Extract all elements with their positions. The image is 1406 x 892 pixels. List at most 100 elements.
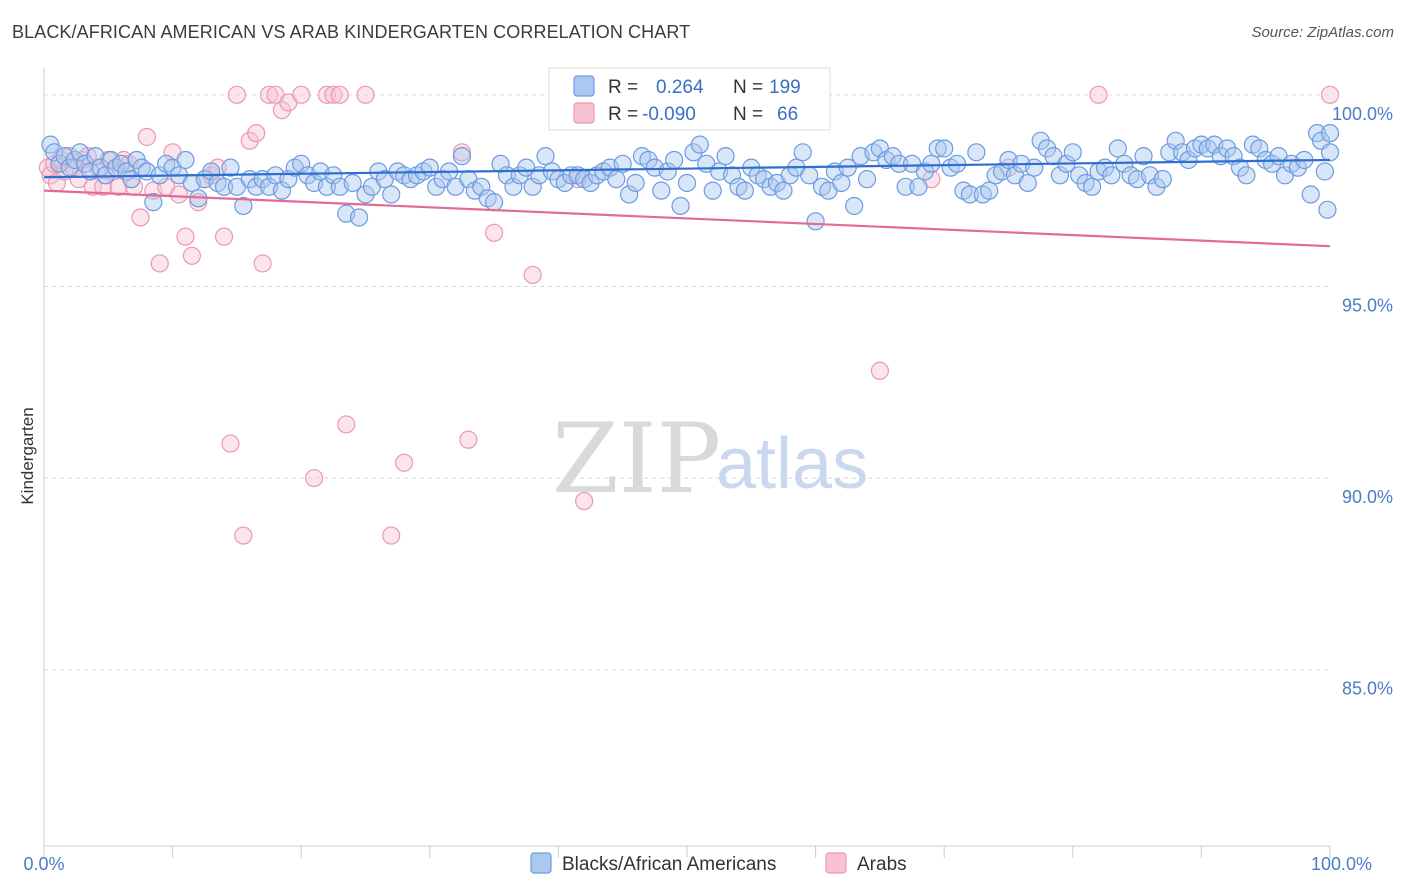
black-point-156 <box>1018 173 1037 193</box>
black-point-101 <box>665 150 684 170</box>
black-point-109 <box>716 147 735 166</box>
black-point-112 <box>735 181 754 200</box>
black-point-107 <box>703 181 722 200</box>
black-point-34 <box>234 196 253 216</box>
arab-point-11 <box>83 177 102 196</box>
x-tick-label-0: 0.0% <box>23 854 64 874</box>
black-point-25 <box>176 150 195 170</box>
arab-point-45 <box>304 468 324 488</box>
y-axis-tick-labels: 100.0% 95.0% 90.0% 85.0% <box>1332 104 1393 699</box>
black-point-74 <box>491 154 510 173</box>
legend-swatch-pink <box>573 102 595 124</box>
black-point-178 <box>1160 143 1179 162</box>
black-point-147 <box>960 185 980 204</box>
arab-point-35 <box>227 85 246 104</box>
black-point-31 <box>214 177 234 196</box>
black-point-161 <box>1050 166 1070 185</box>
legend-n-label-2: N = <box>733 104 763 125</box>
black-point-129 <box>845 196 864 216</box>
black-point-203 <box>1315 162 1334 181</box>
black-point-40 <box>272 181 292 200</box>
y-tick-label-100: 100.0% <box>1332 104 1393 124</box>
arab-point-26 <box>169 185 189 204</box>
black-point-71 <box>472 177 491 196</box>
black-point-93 <box>613 154 632 173</box>
black-point-181 <box>1179 150 1198 170</box>
arab-point-50 <box>356 85 375 104</box>
black-trend-line <box>43 158 1331 179</box>
bottom-legend-arabs: Arabs <box>857 854 907 875</box>
black-point-102 <box>671 196 690 216</box>
trend-lines <box>43 158 1331 248</box>
legend-n-label-1: N = <box>733 77 763 98</box>
legend-n-value-1: 199 <box>769 77 801 98</box>
black-point-95 <box>626 173 645 193</box>
black-point-99 <box>652 181 671 200</box>
arab-points <box>38 85 1340 545</box>
black-point-166 <box>1082 177 1102 196</box>
black-point-81 <box>536 147 555 166</box>
black-point-16 <box>122 170 141 189</box>
watermark: ZIP atlas <box>552 403 868 515</box>
arab-point-44 <box>292 85 311 104</box>
black-point-1 <box>45 143 64 162</box>
black-point-68 <box>452 147 472 166</box>
arab-point-56 <box>523 265 542 285</box>
black-point-57 <box>382 185 401 204</box>
black-point-177 <box>1153 170 1172 189</box>
arab-point-36 <box>234 526 253 545</box>
black-point-20 <box>144 193 163 212</box>
black-point-123 <box>806 212 825 231</box>
arab-point-39 <box>253 254 272 273</box>
arab-point-58 <box>575 491 594 511</box>
black-point-136 <box>890 154 909 173</box>
arab-point-47 <box>324 85 343 104</box>
y-axis-label: Kindergarten <box>18 407 37 504</box>
black-point-137 <box>896 177 915 196</box>
black-point-169 <box>1102 166 1121 185</box>
black-point-139 <box>909 177 928 196</box>
bottom-legend-swatch-blue <box>530 852 552 874</box>
black-point-94 <box>620 185 639 204</box>
y-tick-label-85: 85.0% <box>1342 679 1393 699</box>
legend-r-label-2: R = <box>608 104 638 125</box>
arab-point-13 <box>94 177 113 196</box>
black-point-205 <box>1320 124 1340 143</box>
black-point-51 <box>343 173 362 193</box>
arab-trend-line <box>43 189 1331 248</box>
arab-point-28 <box>182 246 201 265</box>
bottom-legend-swatch-pink <box>825 852 847 874</box>
black-point-92 <box>607 170 626 189</box>
y-tick-label-95: 95.0% <box>1342 295 1393 315</box>
arab-point-23 <box>150 254 169 273</box>
arab-point-49 <box>337 415 356 434</box>
black-point-150 <box>980 181 999 200</box>
x-axis-ticks <box>43 846 1331 858</box>
black-point-100 <box>658 162 677 181</box>
chart-title: BLACK/AFRICAN AMERICAN VS ARAB KINDERGAR… <box>12 22 691 42</box>
arab-point-51 <box>382 526 401 545</box>
watermark-zip: ZIP <box>552 403 721 515</box>
arab-point-21 <box>137 127 156 147</box>
legend-r-value-1: 0.264 <box>656 77 704 98</box>
bottom-legend-blacks: Blacks/African Americans <box>562 854 776 875</box>
arab-point-20 <box>131 208 150 227</box>
black-point-163 <box>1063 143 1082 162</box>
arab-point-33 <box>214 227 234 246</box>
arab-point-27 <box>176 227 195 246</box>
black-point-103 <box>677 173 697 193</box>
black-point-141 <box>922 154 941 173</box>
arab-point-34 <box>221 434 240 453</box>
black-point-179 <box>1166 131 1185 150</box>
arab-point-55 <box>485 223 504 242</box>
arab-point-48 <box>330 85 349 104</box>
black-point-73 <box>485 193 504 212</box>
black-point-143 <box>935 139 954 158</box>
arab-point-64 <box>1089 85 1108 104</box>
arab-point-46 <box>317 85 337 104</box>
black-point-157 <box>1025 158 1044 177</box>
arab-point-52 <box>394 453 414 472</box>
arab-point-38 <box>247 124 266 143</box>
arab-point-61 <box>870 361 890 380</box>
